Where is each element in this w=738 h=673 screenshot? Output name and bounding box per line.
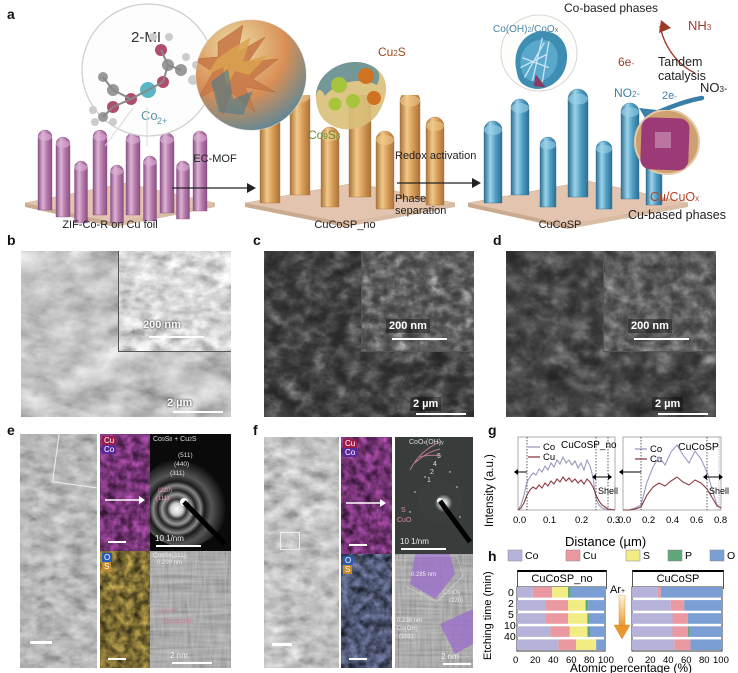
svg-text:Shell: Shell [598,486,618,496]
svg-text:Cu: Cu [583,550,597,562]
svg-text:0: 0 [513,655,518,666]
svg-text:S: S [643,550,650,562]
svg-text:0.2: 0.2 [642,515,655,526]
svg-text:0.1: 0.1 [543,515,556,526]
svg-text:100: 100 [713,655,729,666]
svg-text:20: 20 [530,655,541,666]
svg-text:Cu: Cu [543,452,555,463]
svg-text:0.2: 0.2 [575,515,588,526]
svg-text:40: 40 [548,655,559,666]
svg-text:CuCoSP: CuCoSP [678,441,719,453]
svg-text:0.6: 0.6 [690,515,703,526]
svg-text:Shell: Shell [709,486,729,496]
svg-text:O: O [727,550,735,562]
svg-text:CuCoSP_no: CuCoSP_no [561,440,617,451]
svg-text:Co: Co [525,550,539,562]
svg-text:0.8: 0.8 [714,515,727,526]
svg-text:0.4: 0.4 [666,515,679,526]
svg-text:P: P [685,550,692,562]
svg-text:80: 80 [699,655,710,666]
svg-text:0.0: 0.0 [618,515,631,526]
svg-text:0.0: 0.0 [513,515,526,526]
